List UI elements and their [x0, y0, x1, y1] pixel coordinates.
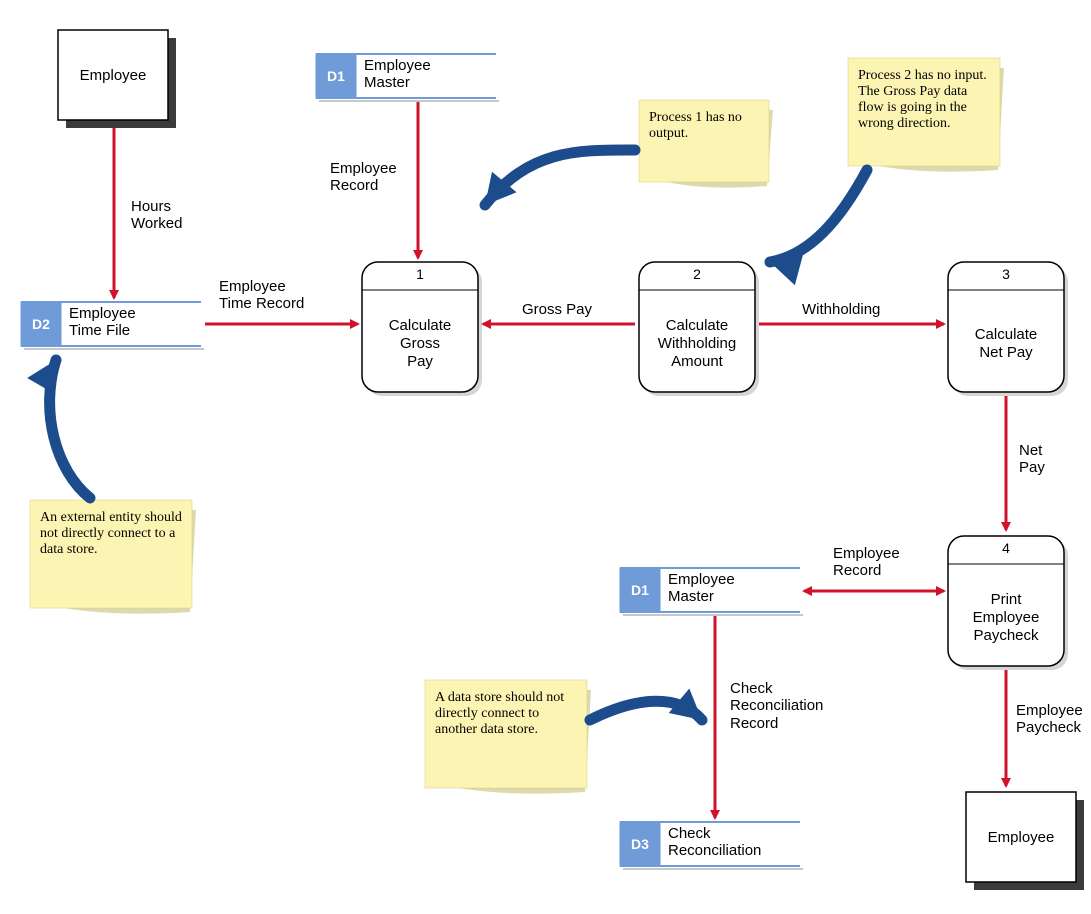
ds-d3-label: Check Reconciliation: [668, 825, 798, 860]
s3-text: An external entity should not directly c…: [40, 510, 182, 558]
p4-num: 4: [948, 540, 1064, 556]
ds-d2-label: Employee Time File: [69, 305, 199, 340]
ds-d2-code: D2: [21, 302, 61, 346]
ptr-s3: [50, 360, 90, 498]
ds-d1-mid-label: Employee Master: [668, 571, 798, 606]
s1-text: Process 1 has no output.: [649, 110, 759, 142]
ee-top-label: Employee: [58, 30, 168, 120]
ptr-s2: [770, 170, 867, 262]
ds-d1-top-code: D1: [316, 54, 356, 98]
f-check-label: Check Reconciliation Record: [730, 680, 823, 732]
f-emp-rec2-label: Employee Record: [833, 545, 900, 580]
ptr-s1: [485, 150, 635, 205]
ds-d1-mid-code: D1: [620, 568, 660, 612]
p3-num: 3: [948, 266, 1064, 282]
ds-d1-top-label: Employee Master: [364, 57, 494, 92]
f-hours-label: Hours Worked: [131, 198, 182, 233]
p2-label: Calculate Withholding Amount: [639, 296, 755, 392]
f-withhold-label: Withholding: [802, 301, 880, 318]
ptr-s4: [590, 701, 702, 720]
ee-bottom-label: Employee: [966, 792, 1076, 882]
f-net-label: Net Pay: [1019, 442, 1045, 477]
f-time-rec-label: Employee Time Record: [219, 278, 304, 313]
f-emp-rec-label: Employee Record: [330, 160, 397, 195]
f-paycheck-label: Employee Paycheck: [1016, 702, 1083, 737]
p2-num: 2: [639, 266, 755, 282]
ds-d3-code: D3: [620, 822, 660, 866]
p4-label: Print Employee Paycheck: [948, 570, 1064, 666]
s4-text: A data store should not directly connect…: [435, 690, 577, 738]
s2-text: Process 2 has no input. The Gross Pay da…: [858, 68, 990, 132]
p1-label: Calculate Gross Pay: [362, 296, 478, 392]
f-gross-label: Gross Pay: [522, 301, 592, 318]
p1-num: 1: [362, 266, 478, 282]
p3-label: Calculate Net Pay: [948, 296, 1064, 392]
